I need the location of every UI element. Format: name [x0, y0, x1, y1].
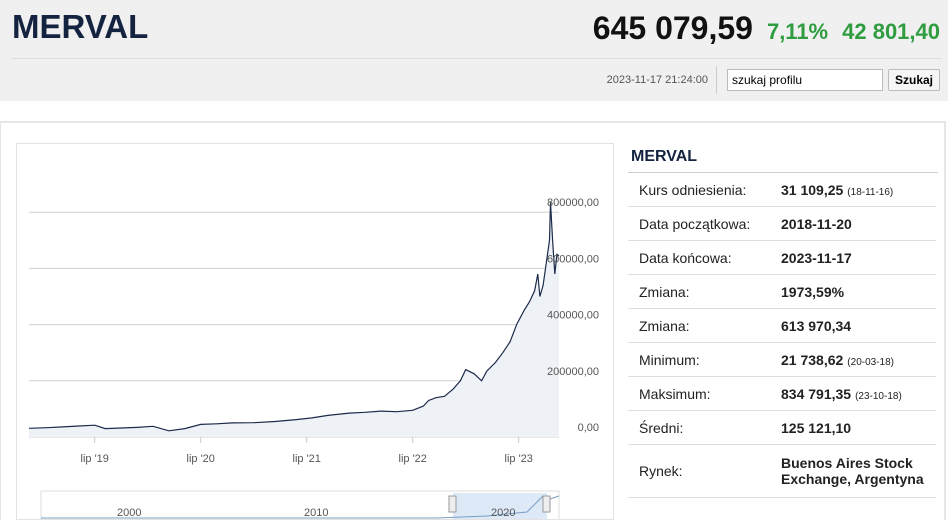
row-value: 834 791,35 (23-10-18)	[781, 376, 936, 411]
x-tick-label: lip '20	[187, 453, 215, 465]
timestamp: 2023-11-17 21:24:00	[606, 74, 708, 86]
y-tick-label: 400000,00	[547, 310, 599, 322]
x-tick-label: lip '19	[81, 453, 109, 465]
navigator-label: 2000	[117, 507, 141, 519]
info-row: Zmiana: 1973,59%	[628, 274, 936, 309]
price-line	[28, 202, 560, 432]
row-value: 31 109,25 (18-11-16)	[781, 173, 936, 207]
row-value: 21 738,62 (20-03-18)	[781, 342, 936, 377]
y-tick-label: 600000,00	[547, 253, 599, 265]
row-note: (18-11-16)	[847, 186, 894, 198]
row-label: Średni:	[628, 410, 781, 445]
x-tick-label: lip '22	[399, 453, 427, 465]
info-row: Zmiana: 613 970,34	[628, 308, 936, 343]
search-input[interactable]: szukaj profilu	[727, 69, 883, 91]
row-note: (23-10-18)	[855, 390, 902, 402]
navigator-label: 2010	[304, 507, 328, 519]
row-note: (20-03-18)	[847, 356, 894, 368]
info-table: Kurs odniesienia: 31 109,25 (18-11-16) Data…	[628, 173, 936, 498]
row-label: Maksimum:	[628, 376, 781, 411]
y-tick-label: 0,00	[578, 422, 599, 434]
row-label: Data końcowa:	[628, 240, 781, 275]
info-panel: MERVAL Kurs odniesienia: 31 109,25 (18-11-…	[628, 143, 938, 498]
y-tick-label: 800000,00	[547, 197, 599, 209]
info-row: Rynek: Buenos Aires Stock Exchange, Argen…	[628, 444, 936, 498]
navigator-label: 2020	[491, 507, 515, 519]
info-row: Minimum: 21 738,62 (20-03-18)	[628, 342, 936, 377]
content	[0, 121, 946, 520]
info-row: Data końcowa: 2023-11-17	[628, 240, 936, 275]
row-value: 613 970,34	[781, 308, 936, 343]
info-row: Data początkowa: 2018-11-20	[628, 206, 936, 241]
info-row: Kurs odniesienia: 31 109,25 (18-11-16)	[628, 173, 936, 207]
y-tick-label: 200000,00	[547, 366, 599, 378]
row-label: Rynek:	[628, 444, 781, 498]
chart-box: 2000 2010 2020 0,00 200000,00 400000,00 600…	[16, 143, 614, 522]
row-value: 2018-11-20	[781, 206, 936, 241]
row-value: Buenos Aires Stock Exchange, Argentyna	[781, 444, 936, 498]
area	[29, 202, 559, 437]
chart: 2000 2010 2020 0,00 200000,00 400000,00 600…	[28, 197, 599, 522]
panel-title: MERVAL	[628, 143, 938, 173]
row-label: Minimum:	[628, 342, 781, 377]
info-row: Maksimum: 834 791,35 (23-10-18)	[628, 376, 936, 411]
price: 645 079,59	[592, 10, 753, 46]
navigator-handle[interactable]	[448, 495, 457, 513]
separator	[12, 58, 942, 59]
change-pct: 7,11%	[766, 19, 829, 44]
navigator-handle[interactable]	[542, 495, 551, 513]
change-abs: 42 801,40	[842, 19, 940, 44]
row-value: 2023-11-17	[781, 240, 936, 275]
row-value: 125 121,10	[781, 410, 936, 445]
separator	[716, 66, 717, 94]
row-label: Data początkowa:	[628, 206, 781, 241]
quote: 645 079,59 7,11% 42 801,40	[593, 10, 940, 47]
info-row: Średni: 125 121,10	[628, 410, 936, 445]
x-tick-label: lip '21	[293, 453, 321, 465]
row-label: Kurs odniesienia:	[628, 173, 781, 207]
search-button[interactable]: Szukaj	[888, 69, 940, 91]
row-label: Zmiana:	[628, 274, 781, 309]
row-value: 1973,59%	[781, 274, 936, 309]
row-label: Zmiana:	[628, 308, 781, 343]
x-tick-label: lip '23	[505, 453, 533, 465]
index-title: MERVAL	[12, 8, 149, 45]
